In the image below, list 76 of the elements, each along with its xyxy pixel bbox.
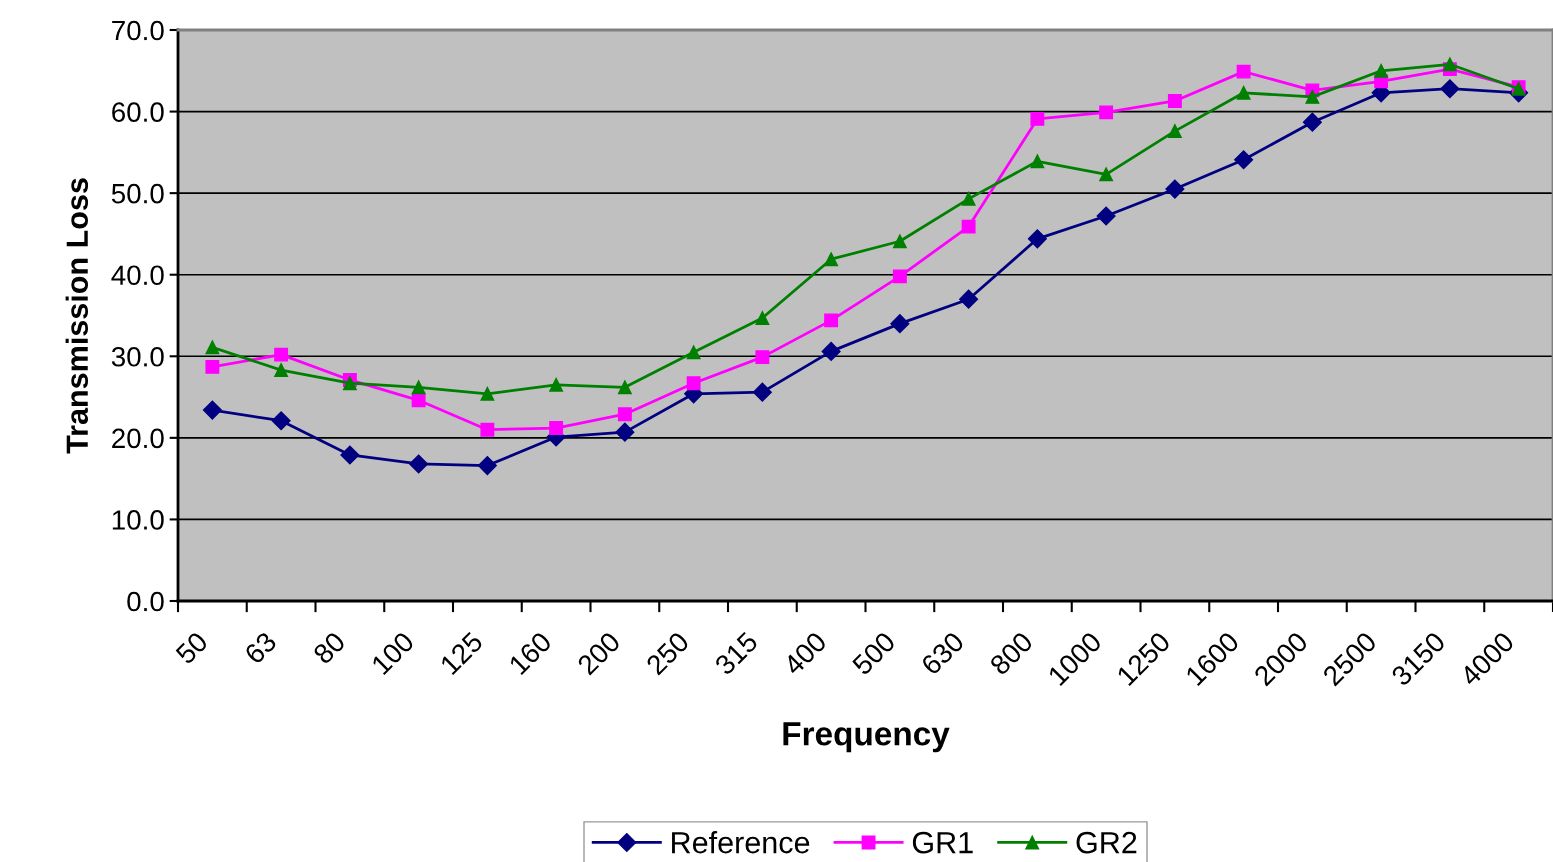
x-axis-title: Frequency [783,722,950,753]
point [1099,167,1114,182]
x-tick-label: 630 [920,630,966,676]
point [1167,94,1182,108]
point [1236,85,1251,100]
point [1030,154,1045,169]
y-tick-label: 0.0 [127,591,164,612]
x-tick-label: 63 [243,630,278,665]
point [1440,79,1460,99]
point [274,363,289,378]
legend-label: Reference [672,831,810,854]
point [1027,229,1047,249]
point [1167,124,1182,139]
point [271,411,291,431]
point [1099,105,1114,120]
point [686,376,701,391]
point [892,234,907,249]
point [1305,89,1320,104]
point [755,350,770,365]
point [1030,111,1045,126]
x-tick-label: 400 [782,630,828,677]
point [1165,179,1185,199]
legend-label: GR1 [912,831,973,854]
point [824,252,839,267]
y-tick-label: 40.0 [111,265,164,286]
point [959,289,979,309]
point [411,380,426,395]
point [686,345,701,360]
point [961,191,976,206]
point [752,382,772,402]
point [480,386,495,401]
y-tick-label: 70.0 [112,20,164,41]
y-axis-title: Transmission Loss [65,178,89,454]
point [205,340,220,355]
x-tick-label: 160 [508,630,553,676]
y-tick-label: 20.0 [112,428,164,449]
y-tick-label: 30.0 [111,346,164,367]
point [1096,206,1116,226]
x-tick-label: 250 [645,630,691,676]
legend-label: GR2 [1076,831,1137,854]
point [1234,150,1254,170]
y-tick-label: 50.0 [111,183,164,204]
point [409,454,429,474]
x-tick-label: 125 [439,630,484,676]
x-tick-label: 500 [851,630,897,676]
x-tick-label: 100 [370,630,416,676]
point [549,421,564,436]
y-tick-label: 10.0 [112,510,164,530]
point [411,393,426,408]
point [1374,63,1389,78]
point [340,445,360,465]
point [202,400,222,420]
x-tick-label: 50 [174,630,209,666]
point [890,314,910,334]
point [824,313,839,328]
point [1302,112,1322,132]
point [961,219,976,234]
y-tick-label: 60.0 [112,102,164,122]
x-tick-label: 800 [988,630,1034,676]
point [477,456,497,476]
point [821,341,841,361]
point [892,269,907,284]
x-tick-label: 315 [713,630,759,676]
point [755,311,770,325]
point [342,376,357,391]
point [274,347,289,362]
point [615,422,635,442]
point [1236,64,1251,79]
x-tick-label: 80 [312,630,347,665]
point [480,422,495,437]
point [549,377,564,392]
point [617,407,632,422]
point [205,359,220,374]
x-tick-label: 200 [576,630,622,676]
point [1442,57,1457,72]
point [617,380,632,395]
